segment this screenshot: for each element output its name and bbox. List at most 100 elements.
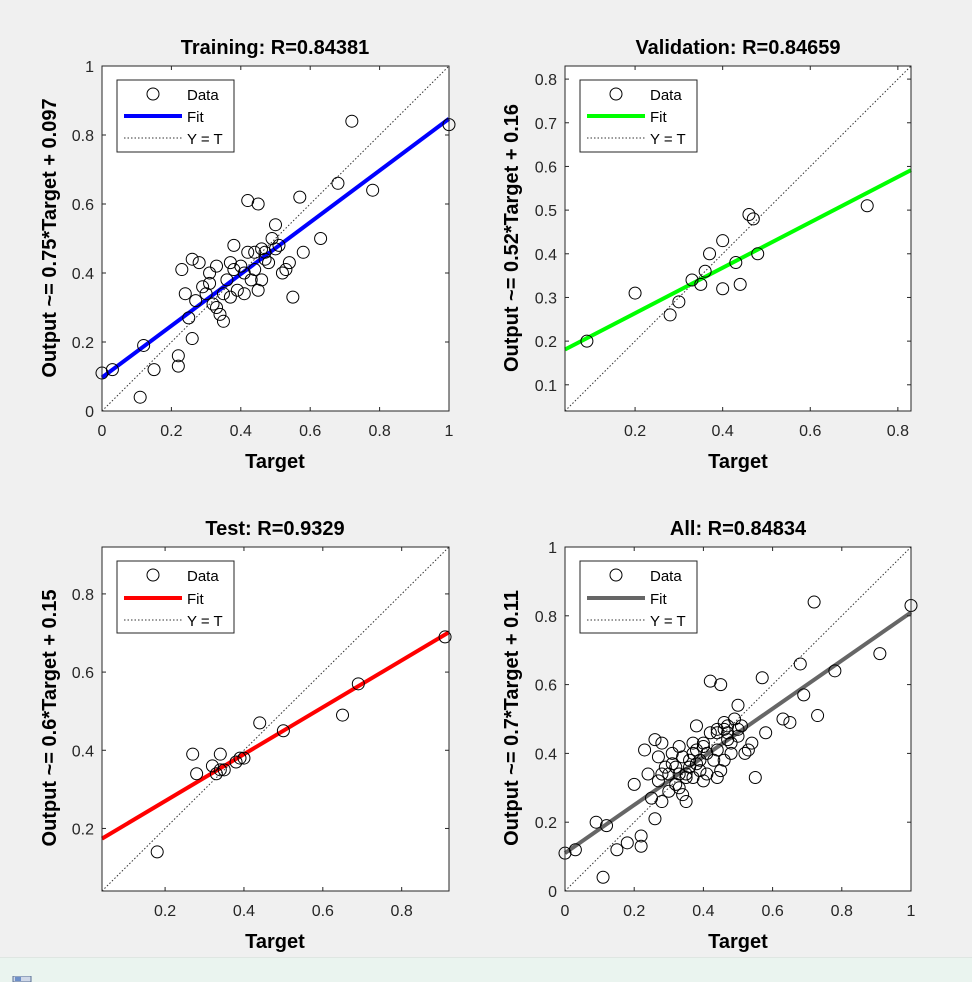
data-point	[185, 332, 199, 346]
ideal-line	[564, 546, 912, 892]
data-point	[190, 767, 204, 781]
data-point	[703, 726, 717, 740]
x-tick-label: 1	[907, 903, 916, 920]
data-point	[634, 839, 648, 853]
data-point	[272, 238, 286, 252]
data-point	[205, 759, 219, 773]
y-ticks: 0 0.2 0.4 0.6 0.8 1	[72, 59, 449, 421]
y-ticks: 0 0.2 0.4 0.6 0.8 1	[535, 540, 911, 901]
x-tick-label: 0.4	[692, 903, 714, 920]
data-point	[217, 763, 231, 777]
data-point	[651, 750, 665, 764]
data-point	[286, 290, 300, 304]
legend-ideal-label: Y = T	[650, 131, 686, 148]
data-point	[685, 273, 699, 287]
axes-box	[564, 65, 912, 412]
data-point	[710, 743, 724, 757]
plot-title: All: R=0.84834	[670, 518, 807, 540]
data-point	[742, 207, 756, 221]
data-point	[683, 753, 697, 767]
data-point	[351, 677, 365, 691]
y-tick-label: 0.4	[535, 746, 557, 763]
data-point	[237, 287, 251, 301]
legend: Data Fit Y = T	[579, 79, 698, 153]
y-tick-label: 0.6	[72, 197, 94, 214]
data-point	[216, 287, 230, 301]
data-point	[234, 259, 248, 273]
y-tick-label: 1	[85, 59, 94, 76]
all-plot: All: R=0.84834 Target Output ~= 0.7*Targ…	[501, 518, 918, 953]
y-tick-label: 0	[85, 404, 94, 421]
data-point	[658, 760, 672, 774]
data-point	[171, 349, 185, 363]
data-point	[689, 719, 703, 733]
x-tick-label: 0.8	[831, 903, 853, 920]
data-point	[665, 757, 679, 771]
data-point	[210, 259, 224, 273]
y-tick-label: 0.4	[72, 266, 94, 283]
data-point	[694, 277, 708, 291]
x-axis-label: Target	[245, 931, 305, 953]
legend-fit-label: Fit	[187, 109, 204, 126]
plot-title: Test: R=0.9329	[205, 518, 344, 540]
data-point	[276, 724, 290, 738]
data-point	[279, 263, 293, 277]
data-point	[209, 767, 223, 781]
ideal-line	[101, 65, 450, 412]
fit-line	[100, 630, 451, 841]
x-tick-label: 0.4	[233, 903, 255, 920]
y-tick-label: 0.1	[535, 378, 557, 395]
legend-data-label: Data	[650, 568, 682, 585]
y-tick-label: 0.8	[72, 587, 94, 604]
data-point	[672, 781, 686, 795]
data-point	[438, 630, 452, 644]
data-point	[698, 264, 712, 278]
data-point	[568, 843, 582, 857]
data-points	[558, 595, 918, 884]
data-point	[171, 359, 185, 373]
data-points	[580, 199, 874, 348]
legend: Data Fit Y = T	[116, 560, 235, 634]
y-axis-label: Output ~= 0.75*Target + 0.097	[39, 98, 61, 377]
data-point	[776, 712, 790, 726]
data-point	[734, 719, 748, 733]
data-point	[175, 263, 189, 277]
data-point	[203, 266, 217, 280]
data-point	[186, 747, 200, 761]
fit-line	[100, 117, 451, 380]
training-plot: Training: R=0.84381 Target Output ~= 0.7…	[39, 37, 456, 473]
data-point	[793, 657, 807, 671]
data-point	[655, 736, 669, 750]
data-point	[634, 829, 648, 843]
ideal-line-path	[101, 65, 450, 412]
data-point	[366, 183, 380, 197]
data-point	[669, 760, 683, 774]
y-tick-label: 0.2	[72, 335, 94, 352]
data-point	[105, 363, 119, 377]
data-point	[655, 795, 669, 809]
data-point	[137, 338, 151, 352]
legend-data-marker	[609, 87, 623, 101]
data-point	[150, 845, 164, 859]
data-point	[248, 263, 262, 277]
y-tick-label: 0.8	[535, 72, 557, 89]
x-ticks: 0 0.2 0.4 0.6 0.8 1	[98, 66, 454, 440]
x-tick-label: 0.8	[887, 423, 909, 440]
data-point	[229, 755, 243, 769]
regression-figure: Training: R=0.84381 Target Output ~= 0.7…	[39, 37, 918, 953]
fit-line-path	[564, 168, 912, 352]
x-axis-label: Target	[245, 451, 305, 473]
data-point	[641, 767, 655, 781]
data-point	[248, 245, 262, 259]
x-tick-label: 0.8	[391, 903, 413, 920]
legend-fit-label: Fit	[187, 591, 204, 608]
data-point	[638, 743, 652, 757]
data-point	[314, 232, 328, 245]
x-tick-label: 0.2	[624, 423, 646, 440]
ideal-line	[564, 65, 912, 412]
x-ticks: 0.2 0.4 0.6 0.8	[624, 66, 909, 440]
data-point	[192, 256, 206, 270]
y-ticks: 0.2 0.4 0.6 0.8	[72, 587, 449, 838]
data-point	[628, 286, 642, 300]
data-point	[213, 307, 227, 321]
